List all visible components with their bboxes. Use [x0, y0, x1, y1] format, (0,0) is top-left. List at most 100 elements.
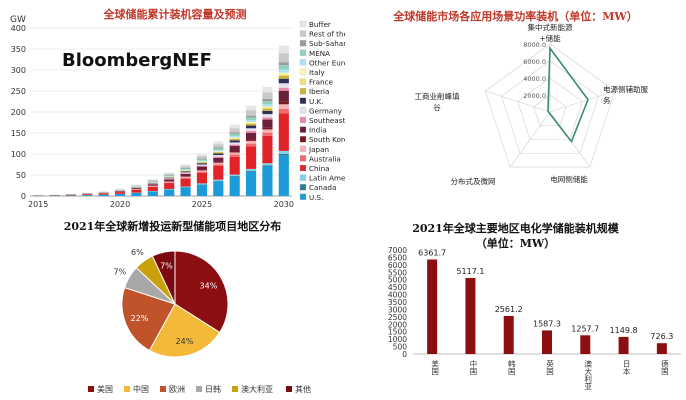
- legend-label: Other Europe: [309, 58, 345, 67]
- legend-swatch: [299, 30, 307, 37]
- bar-segment-2024: [180, 166, 191, 168]
- bar-segment-2026: [213, 151, 224, 153]
- bar-segment-2026: [213, 153, 224, 156]
- bar-category-label: 美国: [430, 359, 439, 377]
- bar-segment-2026: [213, 150, 224, 152]
- bar-segment-2027: [229, 144, 240, 147]
- bar-segment-2023: [164, 183, 175, 189]
- radar-ring-2000: [533, 94, 567, 127]
- bar-y-tick-label-6000: 6000: [388, 261, 407, 270]
- legend-label: U.S.: [309, 193, 323, 202]
- bar-segment-2029: [262, 127, 273, 130]
- bar-segment-2028: [245, 120, 257, 122]
- y-tick-label-150: 150: [11, 129, 26, 138]
- bar-segment-2030: [278, 53, 289, 63]
- bar-segment-2020: [114, 192, 126, 194]
- legend-swatch: [299, 145, 307, 152]
- bar-segment-2030: [278, 104, 289, 109]
- bar-value-label: 1257.7: [571, 324, 599, 333]
- pie-legend-swatch: [286, 386, 292, 392]
- bar-y-tick-label-1000: 1000: [388, 335, 407, 344]
- bar-segment-2019: [98, 193, 109, 195]
- bar-segment-2026: [213, 179, 224, 181]
- pie-title: 2021年全球新增投运新型储能项目地区分布: [63, 220, 282, 233]
- bar-segment-2029: [262, 166, 273, 196]
- bar-segment-2029: [262, 98, 273, 101]
- bar-segment-2029: [262, 114, 273, 118]
- bar-segment-2030: [278, 113, 289, 151]
- legend-label: Buffer: [309, 20, 331, 29]
- bar-segment-2026: [213, 152, 224, 154]
- bar-segment-2026: [213, 155, 224, 157]
- bar-segment-2025: [196, 154, 208, 157]
- pie-legend-label: 日韩: [205, 384, 221, 394]
- bar-segment-2028: [245, 130, 257, 133]
- bar-segment-2030: [278, 153, 289, 156]
- x-tick-label-2015: 2015: [28, 200, 48, 209]
- bar-y-tick-label-3500: 3500: [388, 298, 407, 307]
- radar-axis-label: 务: [603, 95, 611, 105]
- stacked-bar-y-axis-label: GW: [10, 15, 26, 25]
- bar-segment-2025: [196, 159, 208, 161]
- bar-segment-2030: [278, 155, 289, 196]
- bar-segment-2027: [229, 146, 240, 152]
- bar-segment-2029: [262, 86, 273, 93]
- bar-segment-2024: [180, 176, 191, 177]
- bar-segment-2026: [213, 161, 224, 163]
- bar-segment-2028: [245, 170, 257, 172]
- bar-segment-2026: [213, 144, 224, 148]
- bar-segment-2027: [229, 124, 240, 129]
- bar-segment-2026: [213, 156, 224, 158]
- bar-英国: [542, 330, 552, 354]
- bar-segment-2029: [262, 129, 273, 133]
- radar-ring-label: 4000.0: [523, 75, 546, 83]
- legend-swatch: [299, 184, 307, 191]
- bar-segment-2030: [278, 150, 289, 154]
- bar-y-tick-label-7000: 7000: [388, 246, 407, 255]
- pie-legend-swatch: [160, 386, 166, 392]
- bar-segment-2023: [164, 181, 175, 183]
- bar-segment-2030: [278, 83, 289, 88]
- bar-segment-2030: [278, 75, 289, 79]
- bar-segment-2024: [180, 173, 191, 177]
- legend-label: Latin America: [309, 174, 345, 183]
- bar-segment-2022: [147, 182, 158, 184]
- bar-segment-2025: [196, 165, 208, 167]
- bar-title-line-2: （单位：MW）: [475, 237, 556, 250]
- bar-value-label: 2561.2: [495, 305, 523, 314]
- bar-segment-2023: [164, 179, 175, 182]
- radar-axis-label: +储能: [539, 33, 561, 43]
- bar-segment-2028: [245, 128, 257, 131]
- radar-axis-label: 谷: [433, 103, 441, 112]
- bar-segment-2025: [196, 184, 208, 196]
- bar-segment-2022: [147, 183, 158, 184]
- bar-y-tick-label-500: 500: [393, 343, 408, 352]
- bar-y-tick-label-6500: 6500: [388, 253, 407, 262]
- legend-swatch: [299, 20, 307, 28]
- bar-segment-2027: [229, 133, 240, 137]
- radar-axis-label: 工商业削峰填: [415, 91, 460, 101]
- bar-segment-2025: [196, 160, 208, 162]
- legend-swatch: [299, 97, 307, 104]
- pie-slice: [148, 303, 221, 358]
- bar-中国: [465, 277, 476, 354]
- bar-segment-2021: [131, 189, 142, 193]
- radar-spoke: [549, 90, 615, 113]
- legend-swatch: [299, 49, 307, 56]
- bar-segment-2028: [245, 140, 257, 144]
- legend-swatch: [299, 164, 307, 172]
- bar-segment-2026: [213, 147, 224, 149]
- bar-德国: [656, 343, 667, 354]
- legend-label: France: [309, 78, 333, 87]
- legend-label: Canada: [309, 183, 336, 192]
- x-tick-label-2020: 2020: [110, 200, 130, 209]
- bar-category-label: 澳大利亚: [584, 359, 593, 391]
- y-tick-label-250: 250: [11, 87, 26, 96]
- bar-title-line-1: 2021年全球主要地区电化学储能装机规模: [412, 222, 619, 235]
- bar-segment-2029: [262, 100, 273, 105]
- y-tick-label-400: 400: [11, 24, 26, 33]
- bar-segment-2024: [180, 173, 191, 174]
- bar-segment-2023: [164, 173, 175, 176]
- bar-segment-2020: [114, 194, 126, 196]
- bar-segment-2025: [196, 170, 208, 172]
